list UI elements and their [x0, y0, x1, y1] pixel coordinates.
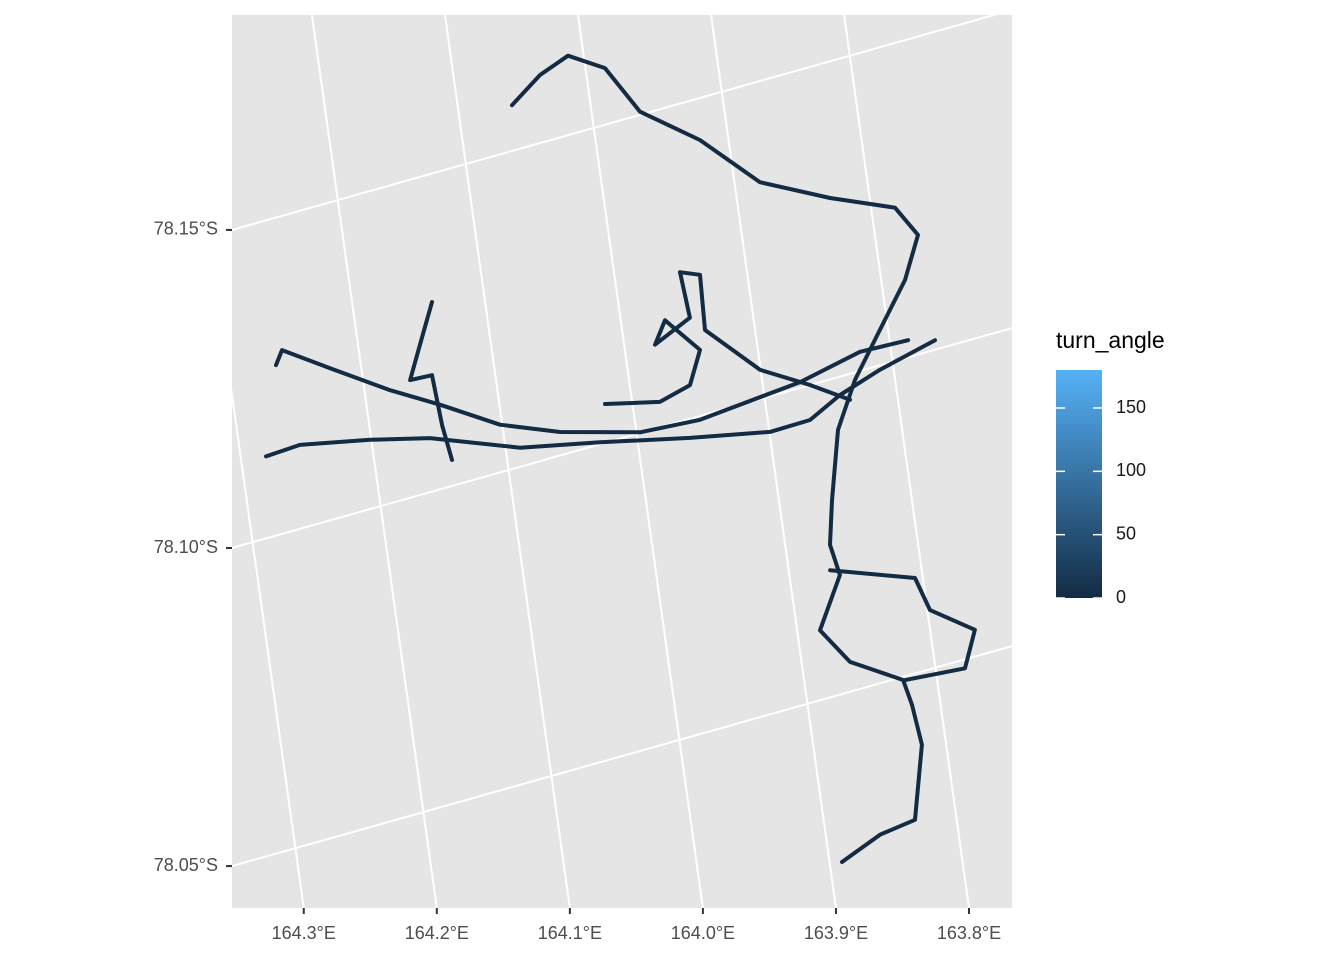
track-line [828, 568, 977, 683]
grid-line [310, 15, 438, 908]
track-line [264, 338, 937, 459]
x-tick-label: 164.1°E [538, 923, 602, 943]
grid-line [843, 15, 971, 908]
grid-line [232, 327, 1012, 549]
grid-line [577, 15, 704, 908]
legend-tick-label: 0 [1116, 587, 1126, 607]
x-tick-label: 164.0°E [671, 923, 735, 943]
track-line [510, 53, 924, 864]
tracks [264, 53, 977, 864]
panel-background [232, 15, 1012, 908]
x-tick-label: 163.9°E [804, 923, 868, 943]
y-tick-label: 78.15°S [154, 219, 218, 239]
graticule [232, 15, 1012, 908]
y-tick-label: 78.10°S [154, 537, 218, 557]
grid-line [232, 15, 998, 231]
x-tick-label: 164.2°E [405, 923, 469, 943]
legend-title: turn_angle [1056, 327, 1165, 353]
x-tick-label: 163.8°E [937, 923, 1001, 943]
grid-line [232, 645, 1012, 868]
axes: 78.15°S 78.10°S 78.05°S 164.3°E 164.2°E 164.1… [154, 219, 1001, 943]
track-line [408, 300, 454, 462]
colorbar [1056, 370, 1102, 598]
legend: turn_angle 0 50 100 150 [1056, 327, 1165, 607]
grid-line [443, 15, 571, 908]
track-line [603, 270, 852, 406]
legend-tick-label: 50 [1116, 523, 1136, 543]
y-tick-label: 78.05°S [154, 855, 218, 875]
grid-line [232, 387, 305, 908]
track-line [274, 338, 911, 435]
legend-tick-label: 100 [1116, 460, 1146, 480]
x-tick-label: 164.3°E [272, 923, 336, 943]
legend-tick-label: 150 [1116, 397, 1146, 417]
